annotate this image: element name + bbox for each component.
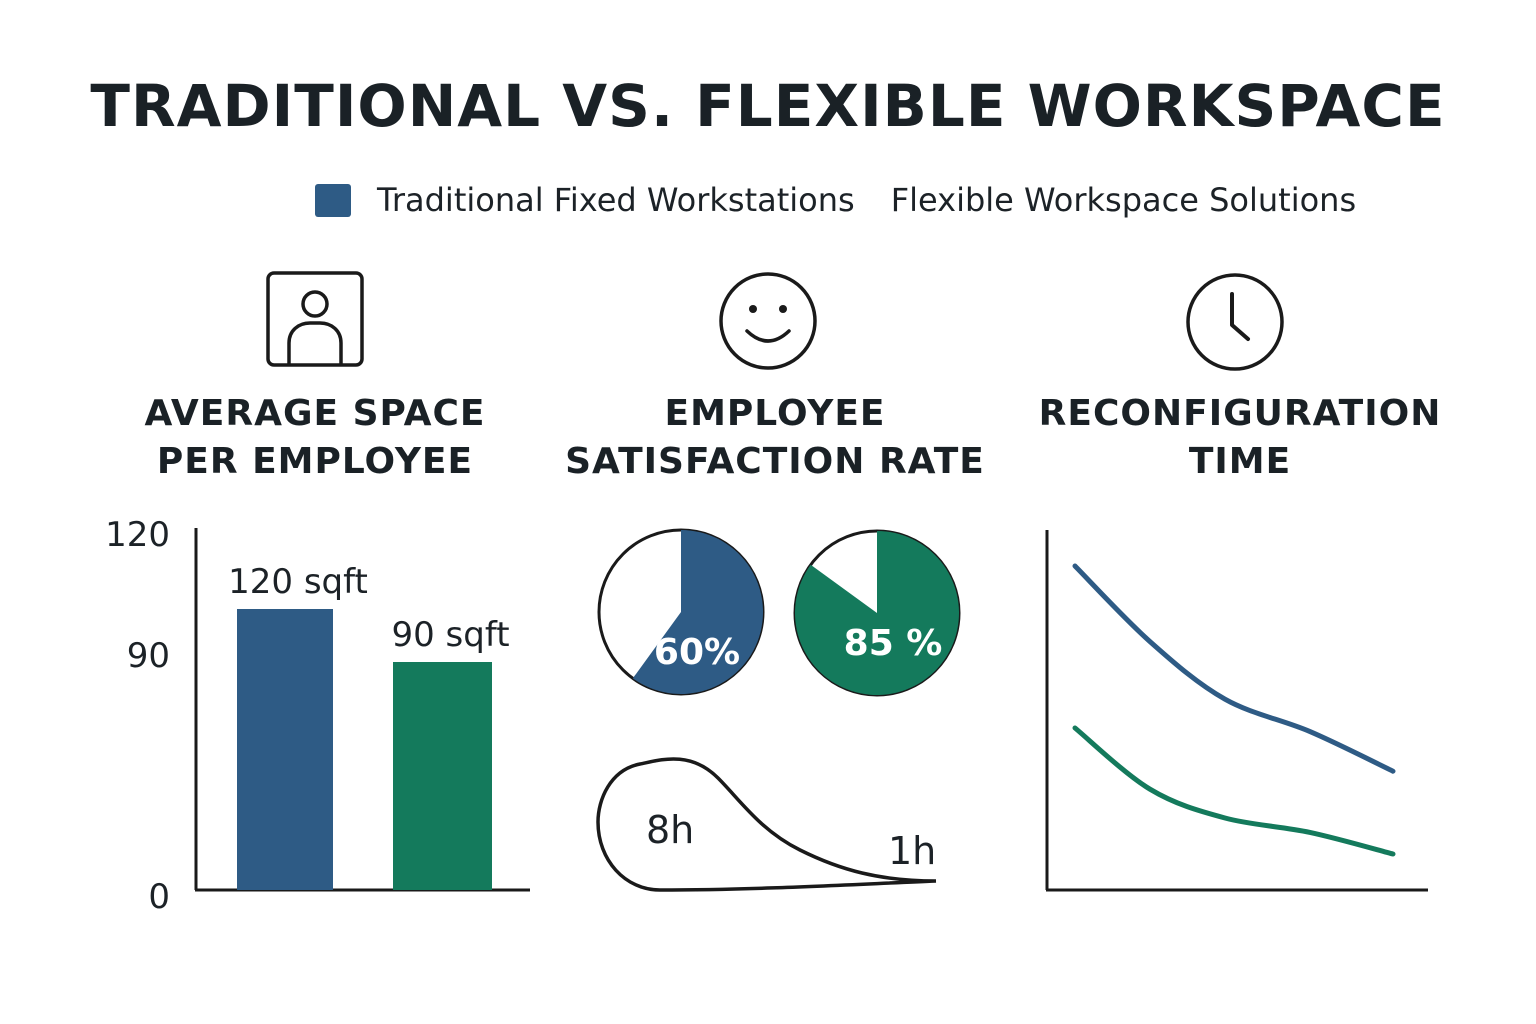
legend: Traditional Fixed Workstations Flexible …: [315, 178, 1356, 222]
panel-title-reconfiguration: RECONFIGURATION TIME: [1030, 390, 1450, 486]
legend-label-traditional: Traditional Fixed Workstations: [377, 181, 855, 219]
pie-data-label: 85 %: [844, 623, 943, 664]
panel-title-satisfaction: EMPLOYEE SATISFACTION RATE: [550, 390, 1000, 486]
line-series-flexible: [1072, 725, 1396, 857]
smiley-face-icon: [719, 272, 817, 370]
panel-title-satisfaction-line1: EMPLOYEE: [664, 393, 886, 434]
pie-data-label: 60%: [654, 632, 740, 673]
panel-title-reconfiguration-line2: TIME: [1188, 441, 1292, 482]
curve-label-start: 8h: [646, 808, 694, 852]
curve-label-end: 1h: [888, 829, 936, 873]
bar-data-label: 90 sqft: [391, 615, 509, 655]
bar-traditional: [237, 609, 333, 890]
panel-title-satisfaction-line2: SATISFACTION RATE: [565, 441, 985, 482]
page-title: TRADITIONAL VS. FLEXIBLE WORKSPACE: [90, 72, 1446, 140]
legend-label-flexible: Flexible Workspace Solutions: [890, 181, 1357, 219]
panel-title-reconfiguration-line1: RECONFIGURATION: [1038, 393, 1442, 434]
bar-y-tick-label: 120: [105, 515, 170, 555]
clock-icon: [1186, 273, 1284, 371]
bar-y-tick-label: 0: [148, 877, 170, 917]
line-series-traditional: [1072, 563, 1396, 774]
reconfiguration-curve: [596, 757, 937, 892]
pie-slice-traditional: [632, 530, 763, 694]
bar-flexible: [393, 662, 492, 890]
bar-data-label: 120 sqft: [228, 562, 368, 602]
legend-swatch-traditional: [315, 183, 351, 217]
panel-title-space: AVERAGE SPACE PER EMPLOYEE: [115, 390, 515, 486]
bar-y-tick-label: 90: [127, 636, 170, 676]
panel-title-space-line2: PER EMPLOYEE: [156, 441, 474, 482]
panel-title-space-line1: AVERAGE SPACE: [144, 393, 486, 434]
pie-slice-flexible: [794, 531, 959, 695]
person-frame-icon: [266, 271, 364, 367]
